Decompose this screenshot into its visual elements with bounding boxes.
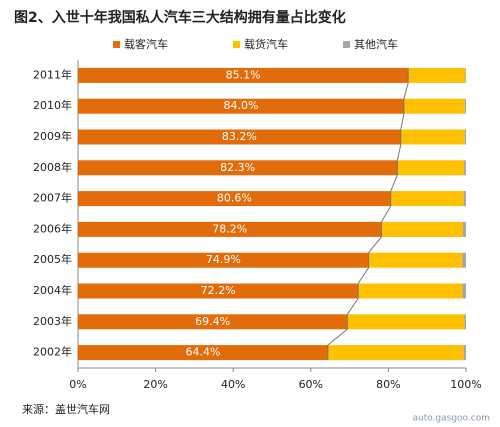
- value-label: 69.4%: [195, 315, 230, 328]
- legend-swatch: [233, 41, 240, 48]
- y-tick-label: 2009年: [33, 129, 72, 143]
- y-tick-label: 2008年: [33, 160, 72, 174]
- bar-segment: [78, 191, 391, 207]
- source-note: 来源：盖世汽车网: [22, 402, 110, 416]
- y-tick-label: 2003年: [33, 314, 72, 328]
- bar-segment: [78, 345, 328, 361]
- x-tick-label: 100%: [450, 378, 481, 391]
- bar-segment: [78, 283, 359, 299]
- bar-segment: [463, 191, 466, 207]
- legend-label: 载客汽车: [124, 37, 168, 51]
- bar-segment: [78, 98, 404, 114]
- value-label: 80.6%: [217, 192, 252, 205]
- value-label: 78.2%: [212, 222, 247, 235]
- y-tick-label: 2005年: [33, 252, 72, 266]
- y-tick-label: 2006年: [33, 221, 72, 235]
- y-tick-label: 2002年: [33, 345, 72, 359]
- bar-segment: [78, 252, 369, 268]
- bar-segment: [463, 345, 466, 361]
- series-line: [327, 67, 409, 361]
- legend-swatch: [113, 41, 120, 48]
- x-tick-label: 20%: [143, 378, 167, 391]
- x-tick-label: 0%: [69, 378, 86, 391]
- x-tick-label: 40%: [221, 378, 245, 391]
- bar-segment: [78, 221, 382, 237]
- bar-segment: [327, 345, 464, 361]
- y-tick-label: 2007年: [33, 191, 72, 205]
- bar-segment: [397, 160, 465, 176]
- value-label: 74.9%: [206, 253, 241, 266]
- value-label: 72.2%: [201, 284, 236, 297]
- value-label: 84.0%: [223, 99, 258, 112]
- bar-segment: [462, 283, 466, 299]
- y-tick-label: 2011年: [33, 67, 72, 81]
- bar-segment: [368, 252, 463, 268]
- bar-segment: [381, 221, 463, 237]
- bar-segment: [78, 314, 348, 330]
- y-tick-label: 2010年: [33, 98, 72, 112]
- chart-title: 图2、入世十年我国私人汽车三大结构拥有量占比变化: [14, 9, 346, 26]
- x-tick-label: 60%: [299, 378, 323, 391]
- bar-segment: [347, 314, 465, 330]
- bar-segment: [358, 283, 463, 299]
- legend-swatch: [343, 41, 350, 48]
- bar-segment: [78, 160, 398, 176]
- bar-segment: [390, 191, 464, 207]
- watermark: auto.gasgoo.com: [412, 414, 490, 424]
- bar-segment: [462, 252, 466, 268]
- bar-segment: [400, 129, 465, 145]
- x-tick-label: 80%: [376, 378, 400, 391]
- bar-segment: [464, 98, 466, 114]
- bar-segment: [408, 67, 466, 83]
- legend-label: 载货汽车: [244, 37, 288, 51]
- bar-segment: [403, 98, 465, 114]
- bar-segment: [78, 129, 401, 145]
- value-label: 64.4%: [185, 346, 220, 359]
- bar-segment: [464, 160, 466, 176]
- bar-segment: [465, 67, 466, 83]
- legend-label: 其他汽车: [354, 37, 398, 51]
- bar-segment: [462, 221, 466, 237]
- bar-segment: [78, 67, 409, 83]
- value-label: 83.2%: [222, 130, 257, 143]
- bar-segment: [464, 129, 466, 145]
- value-label: 82.3%: [220, 161, 255, 174]
- bar-segment: [464, 314, 466, 330]
- y-tick-label: 2004年: [33, 283, 72, 297]
- value-label: 85.1%: [226, 68, 261, 81]
